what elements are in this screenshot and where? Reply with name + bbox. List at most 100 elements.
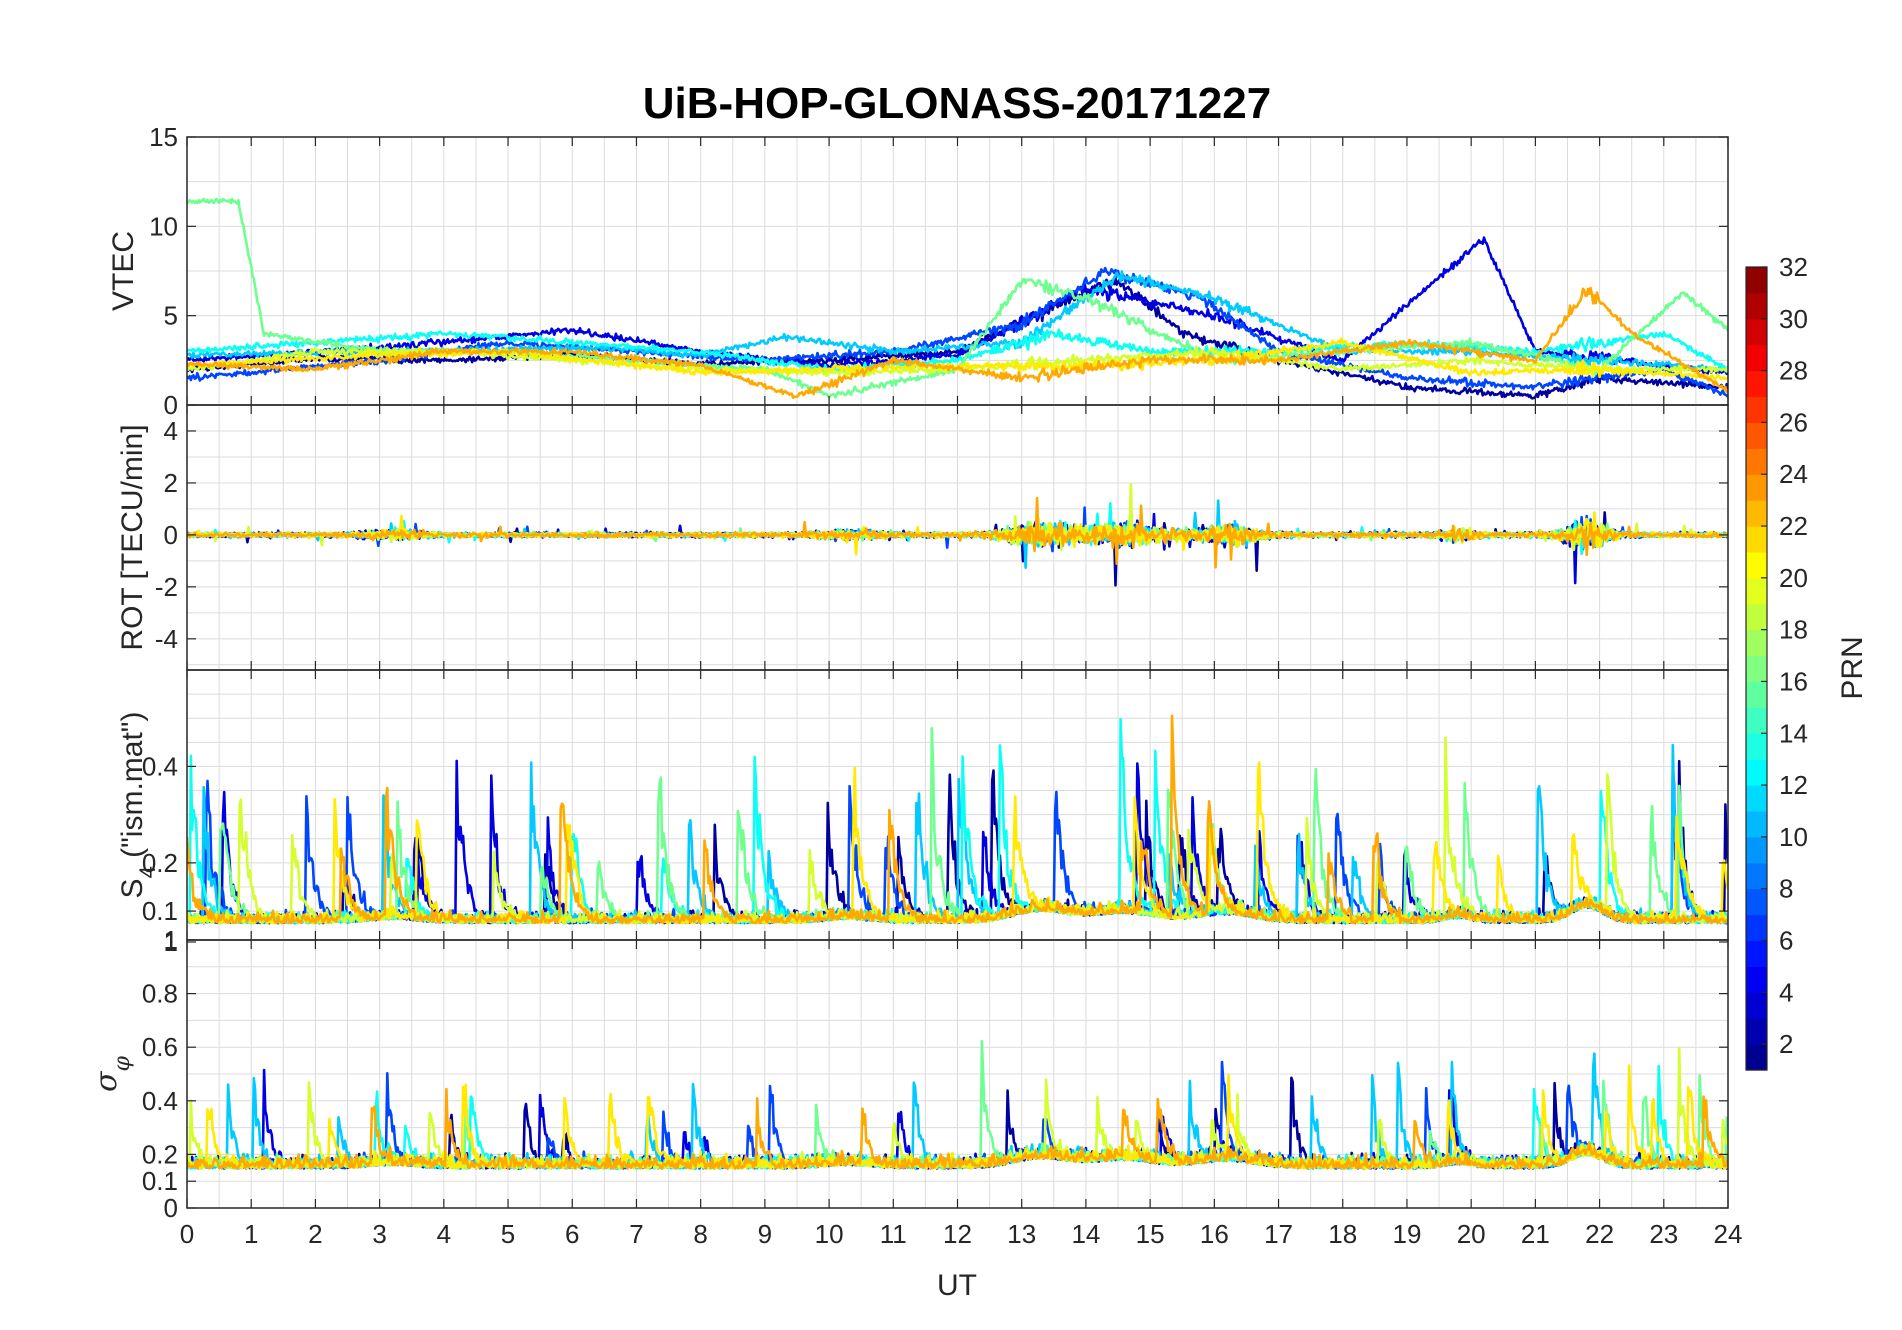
- series-line-prn-4: [187, 236, 1728, 376]
- colorbar-segment: [1746, 785, 1767, 812]
- y-tick-label: 0.2: [142, 848, 178, 878]
- y-label-symbol: S: [116, 878, 149, 898]
- x-tick-label: 1: [244, 1219, 258, 1249]
- colorbar-segment: [1746, 655, 1767, 683]
- colorbar-tick-label: 20: [1779, 563, 1808, 593]
- y-tick-label: 0.8: [142, 979, 178, 1009]
- colorbar-segment: [1746, 733, 1767, 760]
- series-line-prn-21: [187, 337, 1728, 381]
- panel-sigphi: 00.10.2 0.4 0.6 0.8 1 σφ: [89, 925, 1729, 1223]
- x-tick-label: 7: [629, 1219, 643, 1249]
- series-group: [187, 482, 1728, 587]
- y-axis-label: ROT [TECU/min]: [116, 424, 149, 650]
- chart-title: UiB-HOP-GLONASS-20171227: [643, 79, 1271, 128]
- y-tick-label: 0: [164, 1193, 178, 1223]
- colorbar-segment: [1746, 810, 1767, 838]
- colorbar-segment: [1746, 526, 1767, 553]
- colorbar-segment: [1746, 577, 1767, 605]
- x-tick-label: 24: [1714, 1219, 1743, 1249]
- y-tick-label: -4: [155, 624, 178, 654]
- y-tick-label: 0.1: [142, 1166, 178, 1196]
- x-tick-label: 3: [372, 1219, 386, 1249]
- y-axis-label: VTEC: [107, 231, 140, 311]
- y-tick-label: 0.4: [142, 751, 178, 781]
- colorbar-segment: [1746, 603, 1767, 631]
- x-tick-label: 10: [815, 1219, 844, 1249]
- y-tick-label: 4: [164, 416, 178, 446]
- x-tick-label: 21: [1521, 1219, 1550, 1249]
- colorbar-tick-label: 4: [1779, 977, 1793, 1007]
- y-tick-label: 0.2: [142, 1139, 178, 1169]
- x-tick-label: 2: [308, 1219, 322, 1249]
- x-axis-label: UT: [937, 1269, 977, 1302]
- y-label-subscript: 4: [135, 866, 160, 878]
- series-group: [187, 1039, 1728, 1170]
- y-label-subscript: φ: [110, 1055, 135, 1071]
- y-tick-label: 15: [149, 122, 178, 152]
- colorbar-segment: [1746, 551, 1767, 579]
- series-line-prn-2: [187, 277, 1728, 400]
- x-tick-label: 16: [1200, 1219, 1229, 1249]
- series-line-prn-23: [187, 1087, 1728, 1170]
- y-axis-label: S4 ("ism.mat"): [116, 712, 160, 899]
- y-label-rest: ("ism.mat"): [116, 712, 149, 867]
- series-line-prn-13: [187, 328, 1728, 374]
- y-tick-label: 0: [164, 520, 178, 550]
- colorbar-tick-label: 10: [1779, 822, 1808, 852]
- colorbar-tick-label: 12: [1779, 770, 1808, 800]
- x-tick-label: 13: [1007, 1219, 1036, 1249]
- series-line-prn-23: [187, 496, 1728, 569]
- colorbar-segment: [1746, 759, 1767, 786]
- x-tick-label: 19: [1392, 1219, 1421, 1249]
- colorbar-segment: [1746, 1044, 1767, 1071]
- colorbar-segment: [1746, 707, 1767, 734]
- x-tick-label: 22: [1585, 1219, 1614, 1249]
- x-tick-label: 15: [1136, 1219, 1165, 1249]
- y-axis-label: σφ: [89, 1055, 135, 1091]
- colorbar-segment: [1746, 888, 1767, 916]
- x-tick-label: 14: [1071, 1219, 1100, 1249]
- colorbar-tick-label: 26: [1779, 407, 1808, 437]
- colorbar-segment: [1746, 1018, 1767, 1045]
- x-tick-label: 6: [565, 1219, 579, 1249]
- colorbar-tick-label: 24: [1779, 459, 1808, 489]
- colorbar-segment: [1746, 448, 1767, 475]
- panel-rot: -4 -2 0 2 4 ROT [TECU/min]: [116, 404, 1729, 671]
- series-group: [187, 197, 1728, 400]
- x-tick-label: 18: [1328, 1219, 1357, 1249]
- colorbar-segment: [1746, 629, 1767, 657]
- colorbar-segment: [1746, 992, 1767, 1019]
- x-tick-label: 4: [437, 1219, 451, 1249]
- y-tick-label: 5: [164, 301, 178, 331]
- x-tick-label: 5: [501, 1219, 515, 1249]
- colorbar-tick-label: 2: [1779, 1029, 1793, 1059]
- y-label-symbol: σ: [89, 1070, 124, 1092]
- colorbar-segment: [1746, 474, 1767, 501]
- y-tick-label: 1: [164, 925, 178, 955]
- colorbar-segment: [1746, 940, 1767, 967]
- y-tick-label: 2: [164, 468, 178, 498]
- colorbar-tick-label: 14: [1779, 718, 1808, 748]
- colorbar-segment: [1746, 267, 1767, 294]
- panel-vtec: 0 5 10 15 VTEC: [107, 122, 1729, 420]
- colorbar-segment: [1746, 681, 1767, 708]
- colorbar-segment: [1746, 344, 1767, 372]
- colorbar-segment: [1746, 914, 1767, 942]
- colorbar-segment: [1746, 500, 1767, 527]
- colorbar-segment: [1746, 836, 1767, 864]
- x-tick-labels: 0 1 2 3 4 5 6 7 8 9 10 11 12 13 14 15 16 17 18 19 20 21 22 23 24: [180, 1219, 1743, 1249]
- colorbar-segment: [1746, 292, 1767, 320]
- x-tick-label: 20: [1457, 1219, 1486, 1249]
- y-tick-label: 0.1: [142, 896, 178, 926]
- y-tick-label: 1: [164, 927, 178, 957]
- y-tick-label: -2: [155, 572, 178, 602]
- colorbar-label: PRN: [1836, 636, 1869, 699]
- colorbar-tick-label: 8: [1779, 874, 1793, 904]
- series-line-prn-23: [187, 286, 1728, 399]
- colorbar-tick-label: 22: [1779, 511, 1808, 541]
- colorbar-tick-label: 18: [1779, 615, 1808, 645]
